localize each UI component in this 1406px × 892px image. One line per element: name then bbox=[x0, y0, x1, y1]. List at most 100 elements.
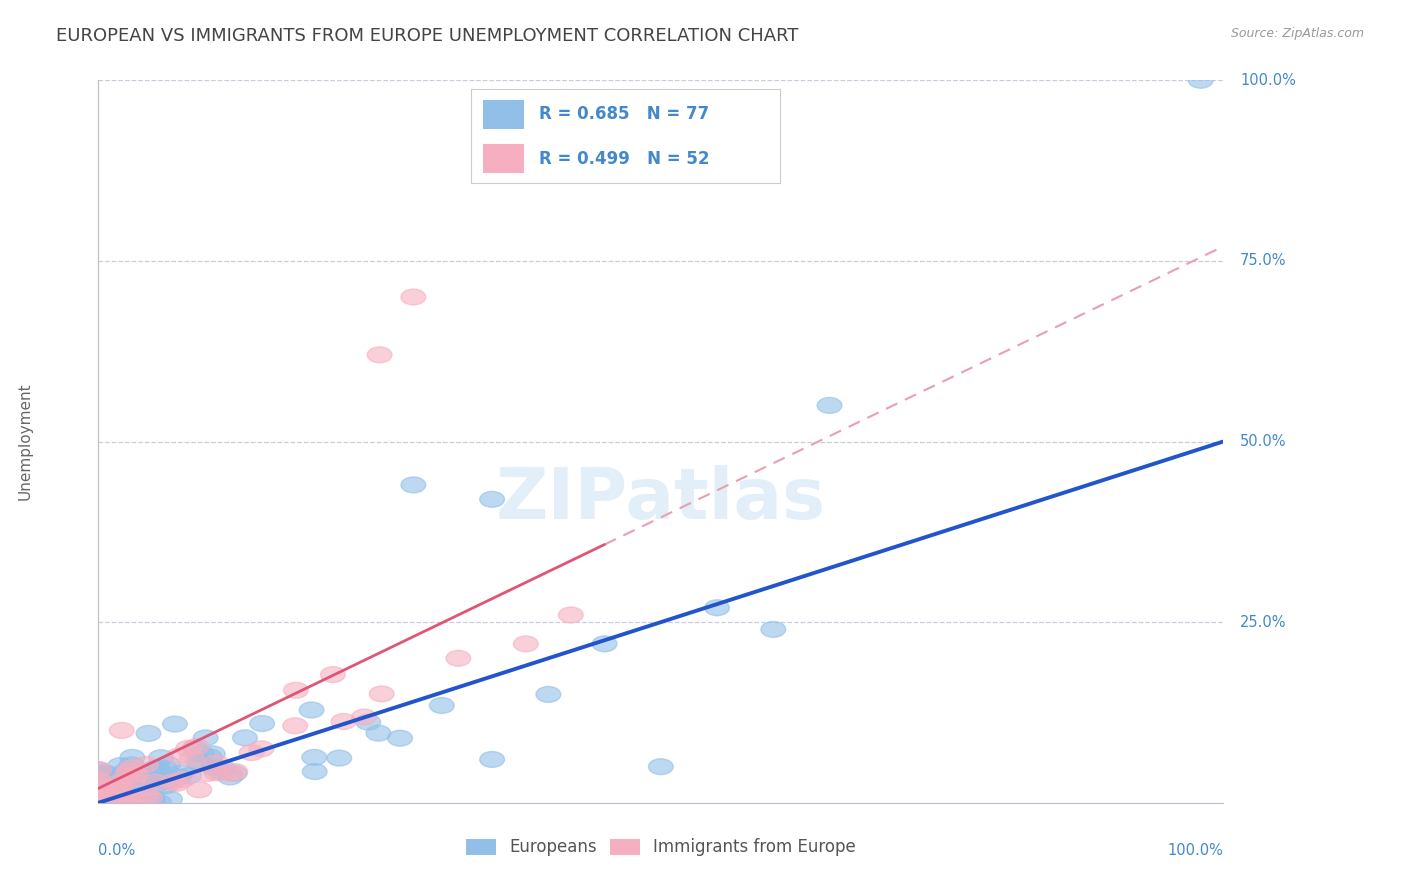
Ellipse shape bbox=[153, 778, 177, 794]
Ellipse shape bbox=[110, 723, 134, 739]
Ellipse shape bbox=[93, 792, 118, 808]
Ellipse shape bbox=[128, 795, 152, 811]
Text: 0.0%: 0.0% bbox=[98, 843, 135, 857]
Ellipse shape bbox=[366, 725, 391, 741]
Ellipse shape bbox=[91, 765, 115, 781]
Ellipse shape bbox=[89, 766, 112, 781]
Text: 75.0%: 75.0% bbox=[1240, 253, 1286, 268]
Ellipse shape bbox=[120, 749, 145, 765]
Ellipse shape bbox=[153, 773, 177, 789]
Ellipse shape bbox=[86, 762, 111, 778]
Ellipse shape bbox=[135, 771, 160, 787]
Ellipse shape bbox=[157, 791, 183, 807]
Ellipse shape bbox=[129, 775, 153, 790]
Ellipse shape bbox=[127, 767, 152, 783]
Ellipse shape bbox=[153, 761, 177, 777]
Ellipse shape bbox=[105, 775, 131, 791]
Ellipse shape bbox=[117, 795, 142, 811]
Ellipse shape bbox=[86, 772, 111, 788]
Ellipse shape bbox=[479, 751, 505, 767]
Ellipse shape bbox=[93, 779, 117, 794]
Text: 25.0%: 25.0% bbox=[1240, 615, 1286, 630]
Ellipse shape bbox=[107, 780, 132, 795]
Ellipse shape bbox=[108, 785, 134, 801]
Ellipse shape bbox=[111, 790, 136, 806]
Ellipse shape bbox=[136, 725, 160, 741]
Ellipse shape bbox=[208, 764, 232, 780]
Ellipse shape bbox=[141, 790, 165, 806]
Ellipse shape bbox=[142, 774, 167, 790]
Text: EUROPEAN VS IMMIGRANTS FROM EUROPE UNEMPLOYMENT CORRELATION CHART: EUROPEAN VS IMMIGRANTS FROM EUROPE UNEMP… bbox=[56, 27, 799, 45]
Ellipse shape bbox=[91, 780, 115, 796]
Ellipse shape bbox=[117, 762, 142, 778]
Ellipse shape bbox=[121, 772, 146, 787]
Ellipse shape bbox=[232, 730, 257, 746]
Text: R = 0.499   N = 52: R = 0.499 N = 52 bbox=[538, 150, 710, 168]
Text: 50.0%: 50.0% bbox=[1240, 434, 1286, 449]
Ellipse shape bbox=[204, 755, 228, 771]
Ellipse shape bbox=[146, 795, 172, 811]
Ellipse shape bbox=[163, 716, 187, 732]
Ellipse shape bbox=[114, 763, 139, 779]
Ellipse shape bbox=[648, 759, 673, 774]
Ellipse shape bbox=[134, 770, 159, 786]
Ellipse shape bbox=[138, 767, 163, 782]
Ellipse shape bbox=[249, 741, 274, 756]
Ellipse shape bbox=[120, 760, 145, 776]
Ellipse shape bbox=[429, 698, 454, 714]
Ellipse shape bbox=[165, 775, 188, 791]
Ellipse shape bbox=[93, 764, 118, 780]
Ellipse shape bbox=[186, 754, 211, 770]
Ellipse shape bbox=[302, 764, 328, 780]
Ellipse shape bbox=[145, 760, 169, 776]
Ellipse shape bbox=[204, 764, 229, 780]
Ellipse shape bbox=[125, 763, 150, 779]
Ellipse shape bbox=[156, 756, 180, 772]
Ellipse shape bbox=[89, 789, 114, 805]
Ellipse shape bbox=[124, 766, 149, 782]
Ellipse shape bbox=[122, 795, 148, 811]
Ellipse shape bbox=[222, 765, 247, 781]
Ellipse shape bbox=[239, 745, 264, 761]
Ellipse shape bbox=[87, 762, 111, 778]
Ellipse shape bbox=[352, 709, 377, 725]
Ellipse shape bbox=[110, 780, 134, 796]
Ellipse shape bbox=[94, 775, 120, 791]
Ellipse shape bbox=[183, 740, 207, 756]
Ellipse shape bbox=[283, 718, 308, 734]
Ellipse shape bbox=[817, 398, 842, 413]
Ellipse shape bbox=[592, 636, 617, 652]
Ellipse shape bbox=[211, 761, 236, 776]
Ellipse shape bbox=[170, 772, 195, 788]
Ellipse shape bbox=[87, 795, 111, 811]
Ellipse shape bbox=[117, 764, 141, 779]
Ellipse shape bbox=[513, 636, 538, 652]
Ellipse shape bbox=[356, 714, 381, 730]
Ellipse shape bbox=[190, 747, 214, 762]
Ellipse shape bbox=[250, 715, 274, 731]
Ellipse shape bbox=[328, 750, 352, 766]
Ellipse shape bbox=[188, 755, 214, 771]
Ellipse shape bbox=[141, 795, 165, 811]
Ellipse shape bbox=[367, 347, 392, 363]
Ellipse shape bbox=[120, 757, 143, 772]
Ellipse shape bbox=[184, 739, 209, 755]
Ellipse shape bbox=[142, 761, 166, 777]
Ellipse shape bbox=[89, 779, 114, 795]
Text: ZIPatlas: ZIPatlas bbox=[496, 465, 825, 533]
Ellipse shape bbox=[167, 748, 191, 764]
Ellipse shape bbox=[93, 767, 117, 783]
Ellipse shape bbox=[104, 795, 129, 811]
Ellipse shape bbox=[177, 768, 201, 783]
Ellipse shape bbox=[135, 788, 159, 804]
Ellipse shape bbox=[284, 682, 308, 698]
Ellipse shape bbox=[108, 792, 132, 808]
Bar bbox=[484, 144, 523, 173]
Ellipse shape bbox=[160, 774, 184, 790]
Ellipse shape bbox=[143, 777, 167, 793]
Text: Source: ZipAtlas.com: Source: ZipAtlas.com bbox=[1230, 27, 1364, 40]
Bar bbox=[484, 100, 523, 129]
Ellipse shape bbox=[201, 746, 225, 762]
Ellipse shape bbox=[110, 795, 135, 811]
Ellipse shape bbox=[321, 666, 346, 682]
